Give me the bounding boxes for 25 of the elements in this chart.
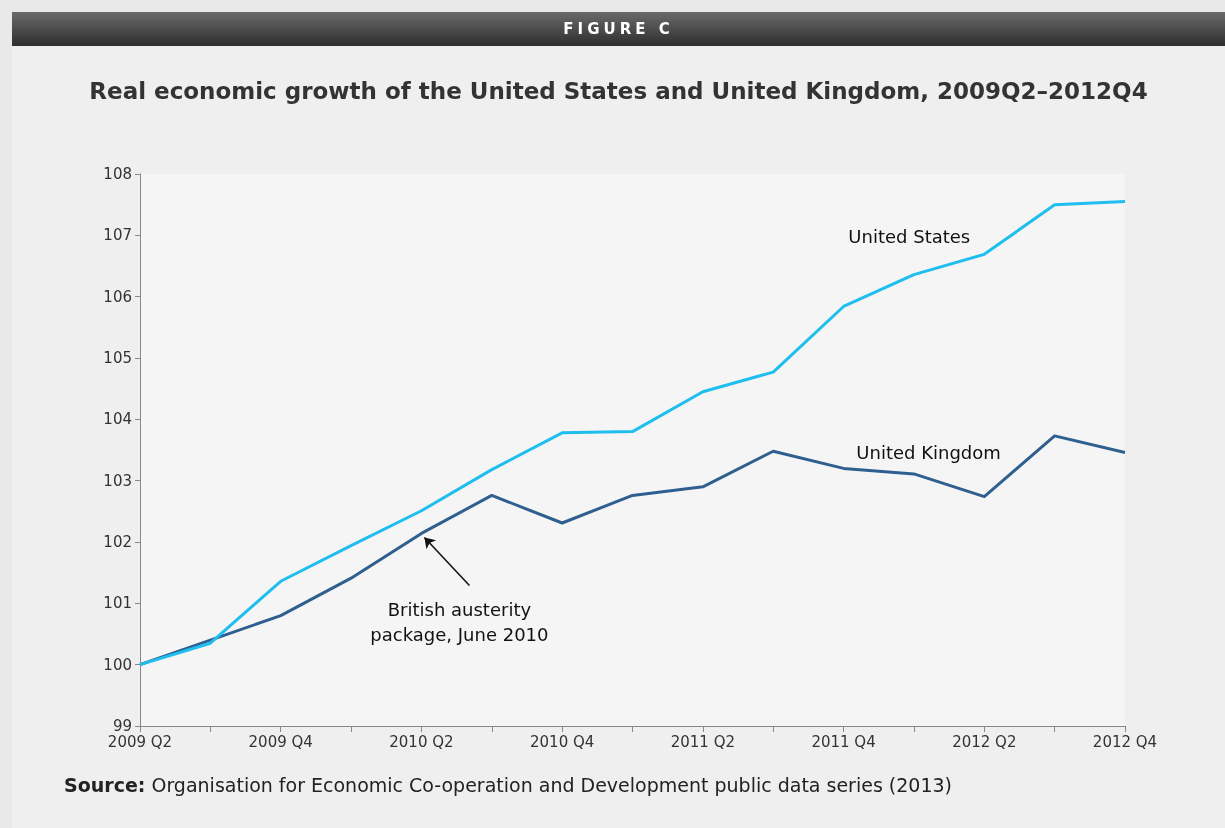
y-tick-label: 107 [103, 226, 132, 245]
x-tick-label: 2011 Q4 [811, 732, 876, 751]
x-tick-label: 2009 Q4 [248, 732, 313, 751]
x-tick-label: 2009 Q2 [107, 732, 173, 751]
y-tick-label: 105 [103, 349, 132, 367]
y-tick-label: 106 [103, 287, 132, 306]
y-tick-label: 100 [103, 655, 132, 674]
series-label: United States [848, 225, 971, 247]
x-tick-label: 2010 Q4 [529, 732, 595, 751]
y-tick-label: 99 [112, 717, 132, 735]
y-tick-label: 102 [103, 533, 132, 551]
line-series [138, 200, 1127, 667]
chart-subtitle: Real economic growth of the United States and United Kingdom, 2009Q2–2012Q4 [89, 77, 1148, 104]
y-tick-label: 101 [103, 594, 132, 613]
y-tick-label: 103 [103, 471, 132, 490]
annotation: British austerity package, June 2010 [370, 599, 549, 646]
chart-title: FIGURE C [12, 12, 1225, 46]
x-tick-label: 2012 Q2 [952, 732, 1017, 751]
source-note: Source: Organisation for Economic Co-operation and Development public data series (2013) [64, 774, 953, 796]
x-tick-label: 2010 Q2 [389, 732, 454, 751]
x-tick-label: 2012 Q4 [1092, 732, 1158, 751]
x-tick-label: 2011 Q2 [670, 732, 736, 751]
y-tick-label: 108 [103, 165, 132, 183]
series-label: United Kingdom [856, 441, 1001, 463]
y-tick-label: 104 [103, 410, 132, 429]
